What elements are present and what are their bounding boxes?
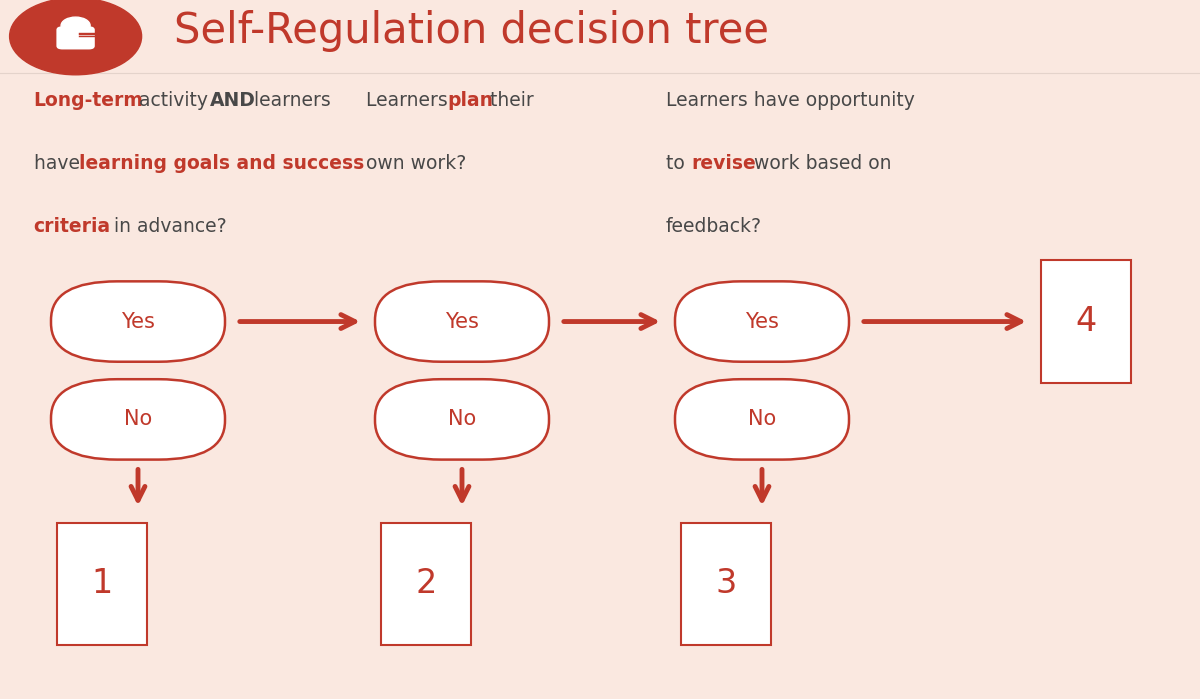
- FancyBboxPatch shape: [674, 379, 850, 460]
- Text: 1: 1: [91, 567, 113, 600]
- Text: Yes: Yes: [121, 312, 155, 331]
- Text: Learners: Learners: [366, 91, 454, 110]
- Text: Yes: Yes: [445, 312, 479, 331]
- Text: work based on: work based on: [748, 154, 892, 173]
- Bar: [58, 523, 148, 644]
- Text: AND: AND: [210, 91, 256, 110]
- Circle shape: [61, 17, 90, 34]
- Text: their: their: [484, 91, 533, 110]
- Text: 4: 4: [1075, 305, 1097, 338]
- Text: criteria: criteria: [34, 217, 110, 236]
- Text: feedback?: feedback?: [666, 217, 762, 236]
- FancyBboxPatch shape: [674, 281, 850, 362]
- Bar: [1042, 261, 1132, 383]
- FancyBboxPatch shape: [52, 281, 226, 362]
- Circle shape: [10, 0, 142, 75]
- Text: Yes: Yes: [745, 312, 779, 331]
- Text: Long-term: Long-term: [34, 91, 144, 110]
- Text: 2: 2: [415, 567, 437, 600]
- Text: revise: revise: [691, 154, 756, 173]
- Text: in advance?: in advance?: [108, 217, 227, 236]
- Text: activity: activity: [133, 91, 214, 110]
- Text: No: No: [124, 410, 152, 429]
- FancyBboxPatch shape: [56, 27, 95, 50]
- Text: Self-Regulation decision tree: Self-Regulation decision tree: [174, 10, 769, 52]
- Bar: [382, 523, 470, 644]
- Text: own work?: own work?: [366, 154, 467, 173]
- Text: Learners have opportunity: Learners have opportunity: [666, 91, 914, 110]
- Text: 3: 3: [715, 567, 737, 600]
- Text: have: have: [34, 154, 85, 173]
- Text: to: to: [666, 154, 691, 173]
- Text: plan: plan: [448, 91, 493, 110]
- Text: No: No: [748, 410, 776, 429]
- Text: No: No: [448, 410, 476, 429]
- FancyBboxPatch shape: [374, 379, 550, 460]
- Text: learners: learners: [248, 91, 331, 110]
- FancyBboxPatch shape: [52, 379, 226, 460]
- Bar: [682, 523, 772, 644]
- Text: learning goals and success: learning goals and success: [79, 154, 365, 173]
- FancyBboxPatch shape: [374, 281, 550, 362]
